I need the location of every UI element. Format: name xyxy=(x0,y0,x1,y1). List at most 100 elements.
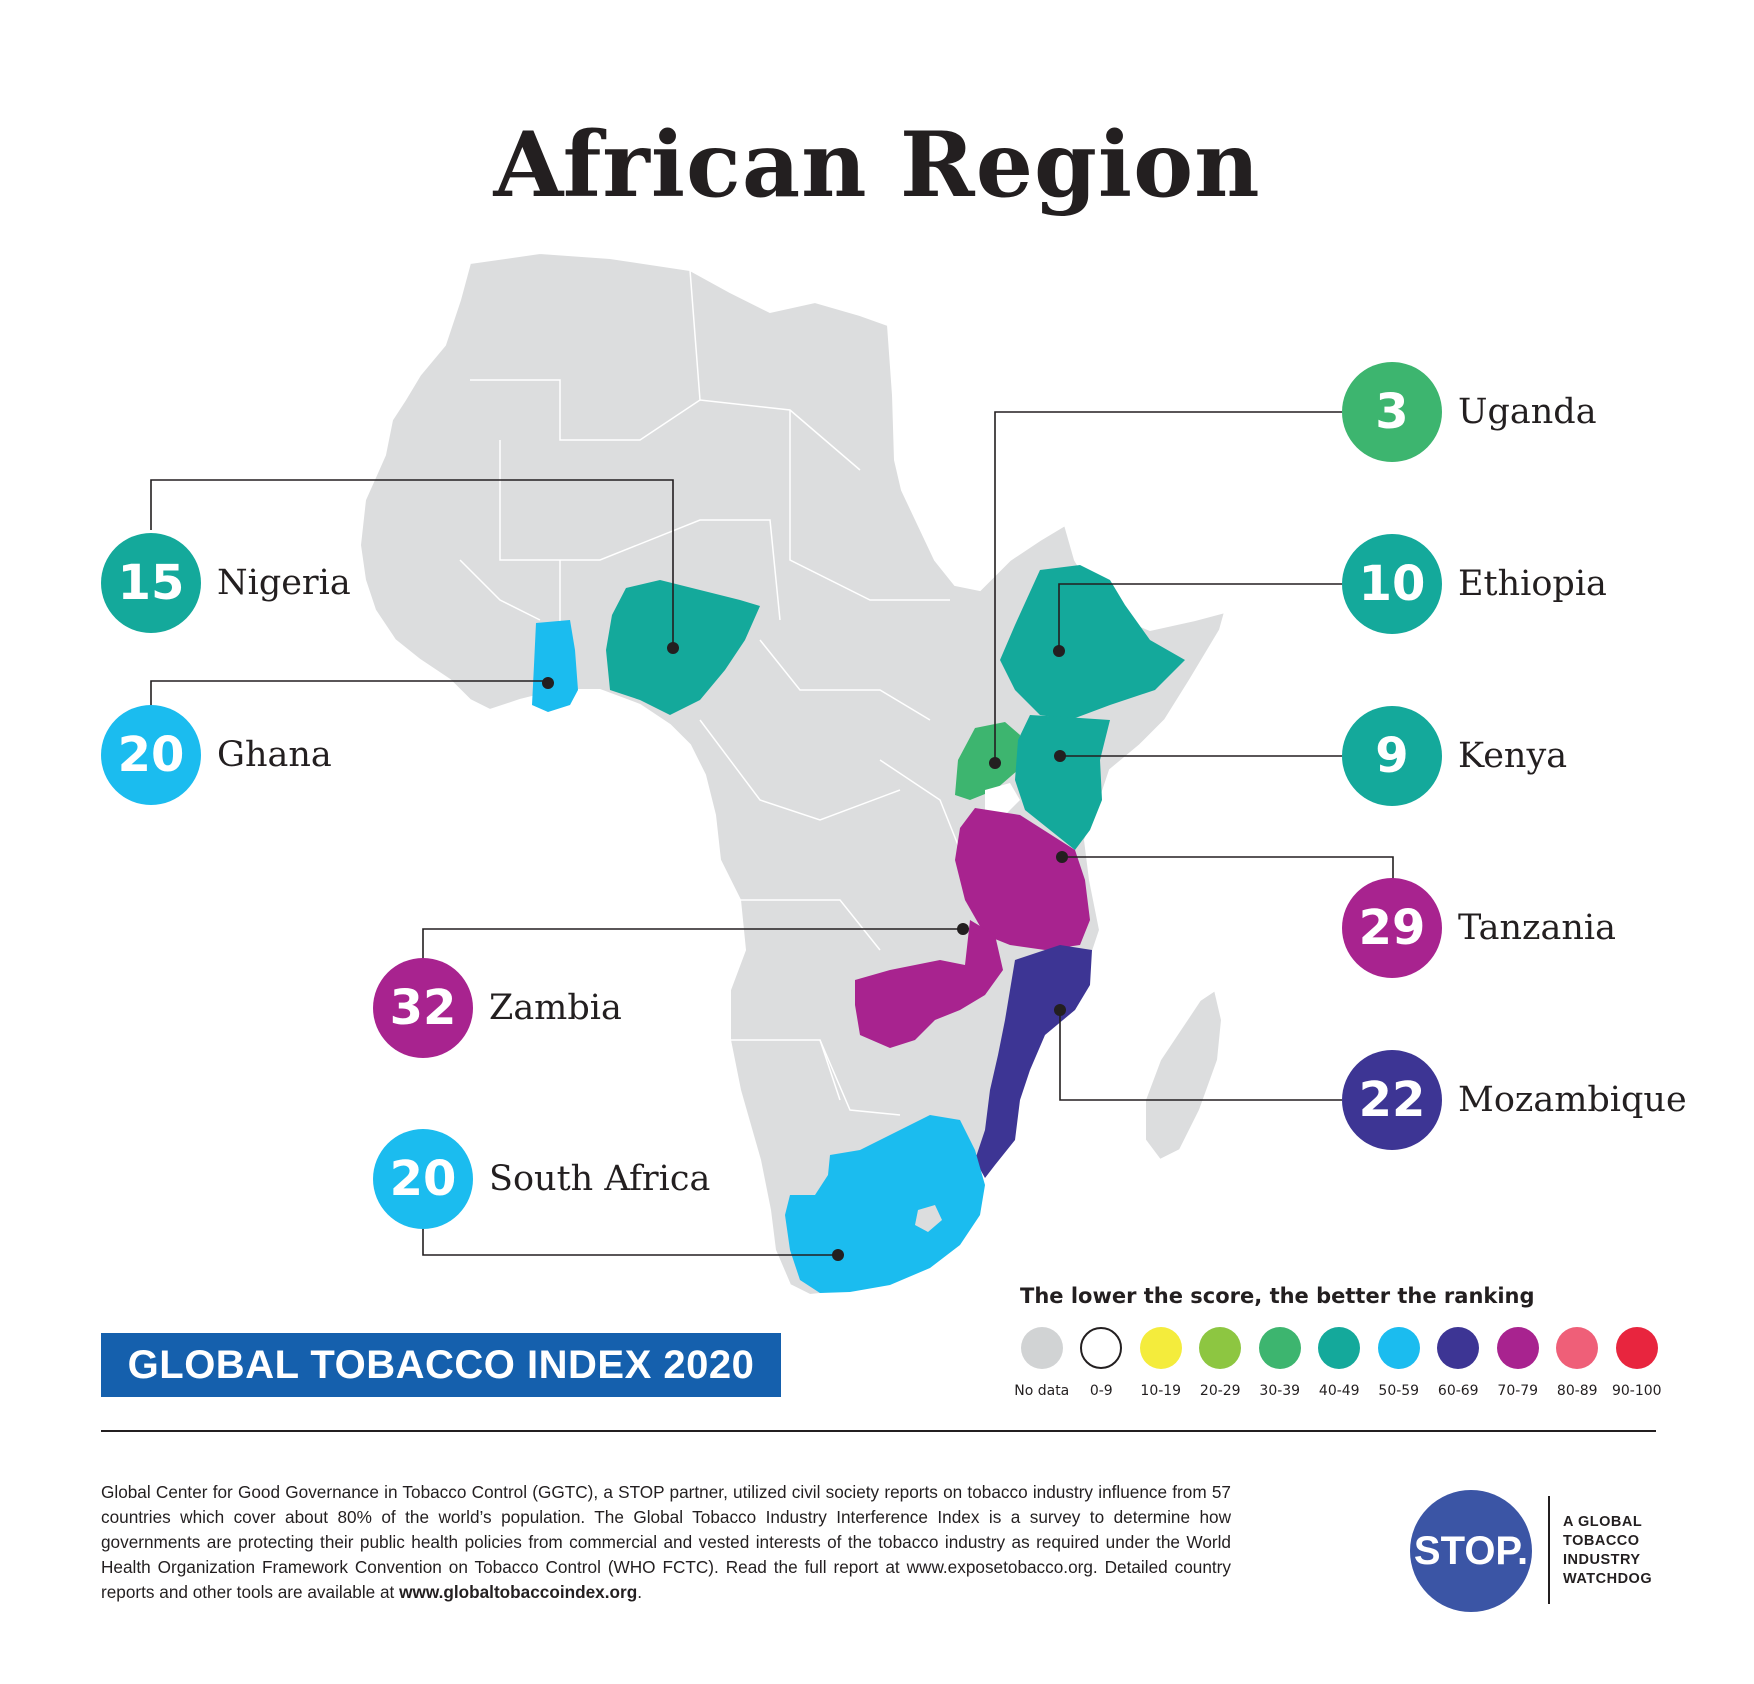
legend-swatch xyxy=(1258,1327,1301,1369)
legend-label: 30-39 xyxy=(1259,1383,1301,1399)
legend-label: 50-59 xyxy=(1378,1383,1420,1399)
legend-item: 90-100 xyxy=(1607,1327,1667,1399)
country-label-zambia: 32 Zambia xyxy=(373,958,622,1058)
ghana-dot xyxy=(542,677,554,689)
index-banner: GLOBAL TOBACCO INDEX 2020 xyxy=(101,1333,781,1397)
country-borders xyxy=(459,269,961,1116)
legend-item: No data xyxy=(1012,1327,1072,1399)
legend-swatch xyxy=(1199,1327,1242,1369)
legend-swatch xyxy=(1377,1327,1420,1369)
kenya-region xyxy=(1015,715,1110,850)
legend-swatch xyxy=(1556,1327,1599,1369)
legend-label: 70-79 xyxy=(1497,1383,1539,1399)
country-name: South Africa xyxy=(489,1159,711,1199)
south-africa-dot xyxy=(832,1249,844,1261)
leader-lines xyxy=(150,411,1394,1256)
ethiopia-dot xyxy=(1053,645,1065,657)
tagline-line: WATCHDOG xyxy=(1563,1571,1653,1587)
legend-item: 40-49 xyxy=(1310,1327,1370,1399)
score-badge: 22 xyxy=(1342,1050,1442,1150)
legend-swatch xyxy=(1020,1327,1063,1369)
country-name: Ghana xyxy=(217,735,332,775)
legend-swatch xyxy=(1318,1327,1361,1369)
kenya-dot xyxy=(1054,750,1066,762)
lake-victoria xyxy=(985,783,1020,815)
footer-end: . xyxy=(637,1582,642,1602)
nigeria-region xyxy=(606,580,760,715)
legend-title: The lower the score, the better the rank… xyxy=(1020,1284,1535,1308)
country-name: Zambia xyxy=(489,988,622,1028)
ghana-region xyxy=(532,620,578,712)
legend-label: 0-9 xyxy=(1089,1383,1113,1399)
zambia-dot xyxy=(957,923,969,935)
country-name: Uganda xyxy=(1458,392,1597,432)
score-badge: 20 xyxy=(101,705,201,805)
legend-label: 80-89 xyxy=(1556,1383,1598,1399)
footer-link[interactable]: www.globaltobaccoindex.org xyxy=(399,1582,638,1602)
legend-item: 60-69 xyxy=(1429,1327,1489,1399)
madagascar xyxy=(1144,988,1224,1162)
legend-item: 0-9 xyxy=(1072,1327,1132,1399)
page-title: African Region xyxy=(493,112,1261,218)
legend-swatch xyxy=(1139,1327,1182,1369)
legend-item: 70-79 xyxy=(1488,1327,1548,1399)
legend-item: 50-59 xyxy=(1369,1327,1429,1399)
country-label-uganda: 3 Uganda xyxy=(1342,362,1597,462)
lesotho xyxy=(915,1205,942,1232)
legend-label: 40-49 xyxy=(1318,1383,1360,1399)
country-label-ghana: 20 Ghana xyxy=(101,705,332,805)
country-label-tanzania: 29 Tanzania xyxy=(1342,878,1616,978)
country-name: Kenya xyxy=(1458,736,1568,776)
zambia-region xyxy=(855,920,1003,1048)
logo-tagline: A GLOBAL TOBACCO INDUSTRY WATCHDOG xyxy=(1563,1513,1652,1589)
uganda-region xyxy=(955,722,1020,800)
tagline-line: INDUSTRY xyxy=(1563,1552,1641,1568)
mozambique-dot xyxy=(1054,1004,1066,1016)
legend-swatch xyxy=(1437,1327,1480,1369)
score-badge: 32 xyxy=(373,958,473,1058)
country-label-south-africa: 20 South Africa xyxy=(373,1129,710,1229)
legend-swatch xyxy=(1496,1327,1539,1369)
country-name: Mozambique xyxy=(1458,1080,1687,1120)
tagline-line: TOBACCO xyxy=(1563,1533,1640,1549)
score-badge: 20 xyxy=(373,1129,473,1229)
legend-label: 10-19 xyxy=(1140,1383,1182,1399)
legend-swatch xyxy=(1080,1327,1123,1369)
legend-item: 30-39 xyxy=(1250,1327,1310,1399)
uganda-dot xyxy=(989,757,1001,769)
footer-body: Global Center for Good Governance in Tob… xyxy=(101,1482,1231,1602)
legend-label: 90-100 xyxy=(1611,1383,1662,1399)
legend-label: 60-69 xyxy=(1437,1383,1479,1399)
tanzania-dot xyxy=(1056,851,1068,863)
score-badge: 15 xyxy=(101,533,201,633)
country-label-kenya: 9 Kenya xyxy=(1342,706,1567,806)
tagline-line: A GLOBAL xyxy=(1563,1514,1643,1530)
country-label-nigeria: 15 Nigeria xyxy=(101,533,351,633)
nigeria-dot xyxy=(667,642,679,654)
score-badge: 10 xyxy=(1342,534,1442,634)
country-name: Ethiopia xyxy=(1458,564,1607,604)
score-badge: 9 xyxy=(1342,706,1442,806)
ethiopia-region xyxy=(1000,565,1185,720)
south-africa-region xyxy=(785,1115,985,1293)
legend-item: 20-29 xyxy=(1191,1327,1251,1399)
legend-label: 20-29 xyxy=(1199,1383,1241,1399)
stop-logo: STOP. xyxy=(1410,1490,1532,1612)
leader-dots xyxy=(542,642,1068,1261)
tanzania-region xyxy=(955,808,1090,950)
mozambique-region xyxy=(975,945,1092,1178)
score-badge: 29 xyxy=(1342,878,1442,978)
country-name: Nigeria xyxy=(217,563,351,603)
legend-item: 80-89 xyxy=(1548,1327,1608,1399)
country-label-ethiopia: 10 Ethiopia xyxy=(1342,534,1607,634)
legend-item: 10-19 xyxy=(1131,1327,1191,1399)
country-name: Tanzania xyxy=(1458,908,1616,948)
country-label-mozambique: 22 Mozambique xyxy=(1342,1050,1687,1150)
divider xyxy=(101,1430,1656,1432)
legend-swatch xyxy=(1615,1327,1658,1369)
score-badge: 3 xyxy=(1342,362,1442,462)
logo-separator xyxy=(1548,1496,1550,1604)
footer-text: Global Center for Good Governance in Tob… xyxy=(101,1480,1231,1605)
legend-label: No data xyxy=(1014,1383,1070,1399)
